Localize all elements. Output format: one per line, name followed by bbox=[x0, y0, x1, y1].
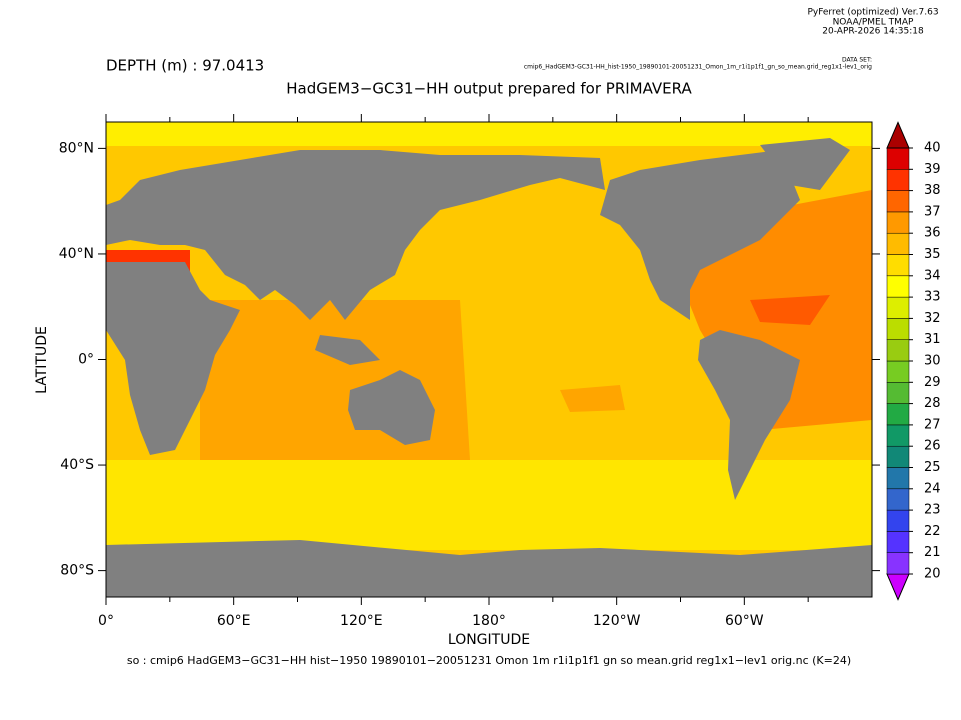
colorbar-band bbox=[886, 211, 910, 234]
arctic bbox=[106, 122, 872, 146]
colorbar-under bbox=[886, 573, 910, 601]
x-tick-label: 60°W bbox=[725, 613, 764, 629]
footer: so : cmip6 HadGEM3−GC31−HH hist−1950 198… bbox=[127, 654, 851, 667]
africa bbox=[106, 262, 240, 455]
colorbar-label: 38 bbox=[924, 183, 941, 198]
colorbar-band bbox=[886, 275, 910, 298]
colorbar-label: 28 bbox=[924, 396, 941, 411]
depth-label: DEPTH (m) : 97.0413 bbox=[106, 57, 264, 75]
indonesia bbox=[315, 335, 380, 365]
x-tick-label: 120°W bbox=[593, 613, 641, 629]
colorbar-band bbox=[886, 531, 910, 553]
x-tick-label: 60°E bbox=[217, 613, 251, 629]
x-tick-label: 120°E bbox=[340, 613, 383, 629]
map bbox=[105, 121, 873, 598]
organization: NOAA/PMEL TMAP bbox=[833, 18, 914, 28]
north-america bbox=[600, 150, 800, 320]
colorbar-label: 40 bbox=[924, 141, 941, 156]
colorbar-band bbox=[886, 382, 910, 404]
software: PyFerret (optimized) Ver.7.63 bbox=[807, 8, 938, 18]
colorbar-band bbox=[886, 467, 910, 490]
y-tick-label: 80°S bbox=[60, 563, 94, 579]
colorbar-band bbox=[886, 360, 910, 383]
colorbar-band bbox=[886, 445, 910, 468]
y-tick-label: 40°S bbox=[60, 457, 94, 473]
southern-ocean bbox=[106, 460, 872, 550]
colorbar-band bbox=[886, 339, 910, 362]
colorbar-band bbox=[886, 424, 910, 447]
colorbar-band bbox=[886, 488, 910, 511]
greenland bbox=[760, 138, 850, 190]
x-tick-label: 180° bbox=[472, 613, 506, 629]
colorbar-label: 32 bbox=[924, 311, 941, 326]
y-axis-label: LATITUDE bbox=[34, 326, 50, 394]
colorbar-label: 39 bbox=[924, 162, 941, 177]
timestamp: 20-APR-2026 14:35:18 bbox=[822, 27, 924, 37]
colorbar-label: 24 bbox=[924, 481, 941, 496]
y-tick-label: 80°N bbox=[59, 140, 94, 156]
south-america bbox=[698, 330, 800, 500]
colorbar-label: 23 bbox=[924, 503, 941, 518]
colorbar-band bbox=[886, 552, 910, 575]
colorbar-label: 35 bbox=[924, 247, 941, 262]
colorbar-label: 33 bbox=[924, 290, 941, 305]
colorbar-label: 31 bbox=[924, 332, 941, 347]
x-axis-label: LONGITUDE bbox=[448, 632, 530, 648]
colorbar-label: 34 bbox=[924, 268, 941, 283]
colorbar-band bbox=[886, 509, 910, 532]
dataset: cmip6_HadGEM3-GC31-HH_hist-1950_19890101… bbox=[524, 64, 872, 71]
colorbar-label: 21 bbox=[924, 545, 941, 560]
colorbar-label: 20 bbox=[924, 567, 941, 582]
colorbar-label: 22 bbox=[924, 524, 941, 539]
colorbar-label: 36 bbox=[924, 226, 941, 241]
colorbar-label: 26 bbox=[924, 439, 941, 454]
x-tick-label: 0° bbox=[98, 613, 114, 629]
y-tick-label: 40°N bbox=[59, 246, 94, 262]
antarctica bbox=[106, 540, 872, 597]
colorbar-label: 29 bbox=[924, 375, 941, 390]
pacific-max bbox=[560, 385, 625, 412]
colorbar-label: 27 bbox=[924, 417, 941, 432]
colorbar-band bbox=[886, 190, 910, 213]
colorbar-band bbox=[886, 232, 910, 255]
colorbar-band bbox=[886, 296, 910, 319]
chart-title: HadGEM3−GC31−HH output prepared for PRIM… bbox=[286, 80, 692, 98]
dataset-label: DATA SET: bbox=[842, 57, 872, 64]
atlantic-max bbox=[750, 295, 830, 325]
colorbar-band bbox=[886, 169, 910, 191]
eurasia bbox=[106, 150, 605, 320]
colorbar-over bbox=[886, 121, 910, 149]
y-tick-label: 0° bbox=[78, 352, 94, 368]
colorbar-label: 25 bbox=[924, 460, 941, 475]
colorbar-label: 37 bbox=[924, 204, 941, 219]
colorbar-band bbox=[886, 403, 910, 426]
colorbar-label: 30 bbox=[924, 354, 941, 369]
colorbar-band bbox=[886, 254, 910, 277]
colorbar-band bbox=[886, 147, 910, 170]
colorbar-band bbox=[886, 318, 910, 340]
australia bbox=[348, 370, 435, 445]
